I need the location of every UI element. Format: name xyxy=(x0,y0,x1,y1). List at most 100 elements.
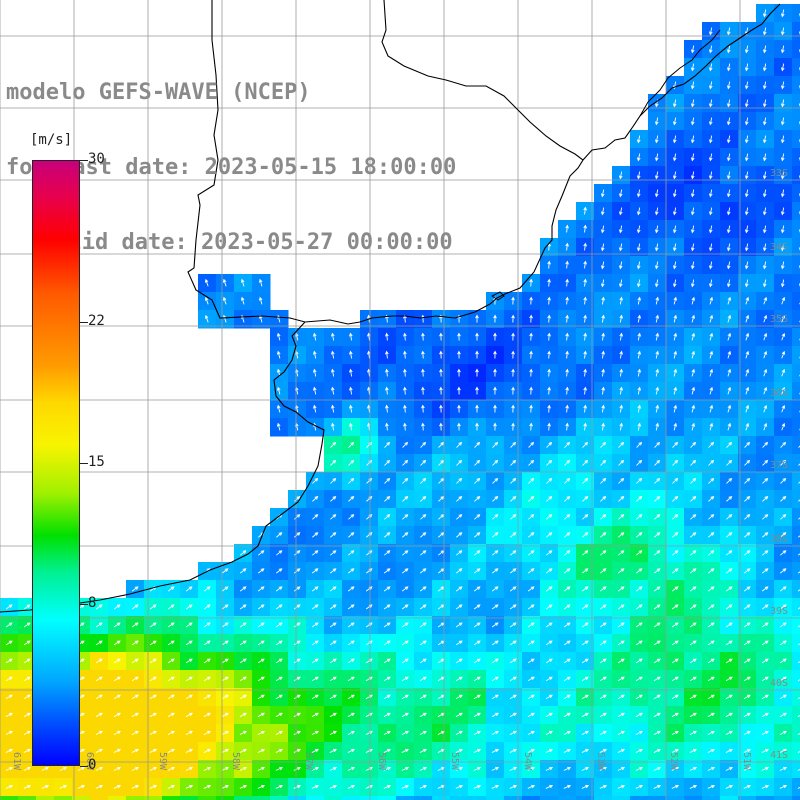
wind-arrow xyxy=(473,730,481,736)
wind-arrow xyxy=(653,676,661,682)
wind-arrow xyxy=(547,260,551,269)
wind-cell xyxy=(792,760,800,779)
wind-arrow xyxy=(347,622,355,628)
wind-arrow xyxy=(725,658,733,664)
wind-arrow xyxy=(312,350,317,359)
wind-arrow xyxy=(671,748,679,753)
wind-arrow xyxy=(131,640,139,646)
wind-arrow xyxy=(239,604,247,610)
wind-arrow xyxy=(473,586,481,592)
wind-arrow xyxy=(582,441,589,448)
wind-arrow xyxy=(509,586,517,592)
wind-arrow xyxy=(672,496,679,502)
wind-arrow xyxy=(403,368,407,377)
wind-arrow xyxy=(527,676,535,682)
wind-arrow xyxy=(547,422,551,431)
wind-arrow xyxy=(455,622,463,628)
wind-cell xyxy=(792,778,800,797)
wind-arrow xyxy=(583,260,587,269)
wind-cell xyxy=(792,400,800,419)
wind-arrow xyxy=(797,697,800,700)
wind-arrow xyxy=(762,171,767,180)
wind-arrow xyxy=(636,441,643,448)
wind-arrow xyxy=(690,207,695,216)
wind-arrow xyxy=(565,332,569,341)
wind-arrow xyxy=(5,658,13,664)
wind-arrow xyxy=(745,314,750,323)
wind-arrow xyxy=(420,532,427,538)
wind-cell xyxy=(504,796,523,800)
wind-arrow xyxy=(672,459,679,466)
wind-arrow xyxy=(419,748,427,753)
wind-arrow xyxy=(492,514,499,520)
wind-arrow xyxy=(779,622,787,628)
wind-arrow xyxy=(581,604,589,610)
wind-arrow xyxy=(509,766,518,771)
wind-arrow xyxy=(311,766,320,771)
wind-arrow xyxy=(383,784,392,789)
wind-arrow xyxy=(599,568,607,574)
wind-cell xyxy=(36,796,55,800)
wind-arrow xyxy=(779,568,787,574)
wind-arrow xyxy=(725,676,733,682)
wind-arrow xyxy=(707,640,715,646)
wind-arrow xyxy=(401,766,410,771)
wind-arrow xyxy=(221,712,229,718)
wind-arrow xyxy=(5,676,13,682)
wind-arrow xyxy=(239,568,247,574)
wind-arrow xyxy=(276,404,281,413)
wind-arrow xyxy=(762,261,767,270)
wind-arrow xyxy=(637,332,642,341)
wind-arrow xyxy=(762,441,769,448)
wind-arrow xyxy=(527,658,535,664)
wind-arrow xyxy=(761,730,769,736)
wind-arrow xyxy=(726,261,731,270)
wind-cell xyxy=(792,544,800,563)
wind-arrow xyxy=(744,496,751,502)
wind-arrow xyxy=(329,766,338,771)
wind-arrow xyxy=(457,368,461,377)
wind-arrow xyxy=(781,404,786,413)
wind-arrow xyxy=(563,748,571,753)
wind-cell xyxy=(450,796,469,800)
wind-arrow xyxy=(707,586,715,592)
wind-arrow xyxy=(545,730,553,736)
wind-arrow xyxy=(727,404,732,413)
wind-arrow xyxy=(707,694,715,700)
wind-arrow xyxy=(708,99,713,108)
wind-arrow xyxy=(691,386,696,395)
wind-arrow xyxy=(276,386,281,395)
wind-arrow xyxy=(581,568,589,574)
wind-arrow xyxy=(654,225,659,234)
wind-arrow xyxy=(636,189,641,198)
wind-cell xyxy=(792,202,800,221)
wind-arrow xyxy=(330,422,335,431)
wind-arrow xyxy=(743,766,752,771)
wind-arrow xyxy=(511,404,515,413)
wind-arrow xyxy=(529,296,533,305)
wind-arrow xyxy=(708,207,713,216)
wind-arrow xyxy=(348,477,355,484)
island xyxy=(491,291,505,301)
wind-arrow xyxy=(709,296,714,305)
wind-cell xyxy=(18,796,37,800)
wind-arrow xyxy=(672,189,677,198)
wind-arrow xyxy=(635,604,643,610)
wind-arrow xyxy=(131,694,139,700)
wind-arrow xyxy=(275,694,283,700)
wind-arrow xyxy=(780,207,785,216)
wind-arrow xyxy=(347,586,355,592)
wind-arrow xyxy=(655,350,660,359)
wind-arrow xyxy=(744,99,749,108)
wind-arrow xyxy=(797,733,800,736)
wind-arrow xyxy=(113,640,121,646)
wind-arrow xyxy=(779,550,787,556)
wind-arrow xyxy=(781,296,786,305)
wind-cell xyxy=(252,796,271,800)
wind-cell xyxy=(792,436,800,455)
wind-arrow xyxy=(330,441,337,448)
wind-arrow xyxy=(527,730,535,736)
wind-arrow xyxy=(240,278,245,287)
wind-arrow xyxy=(654,117,659,126)
wind-arrow xyxy=(618,207,623,216)
